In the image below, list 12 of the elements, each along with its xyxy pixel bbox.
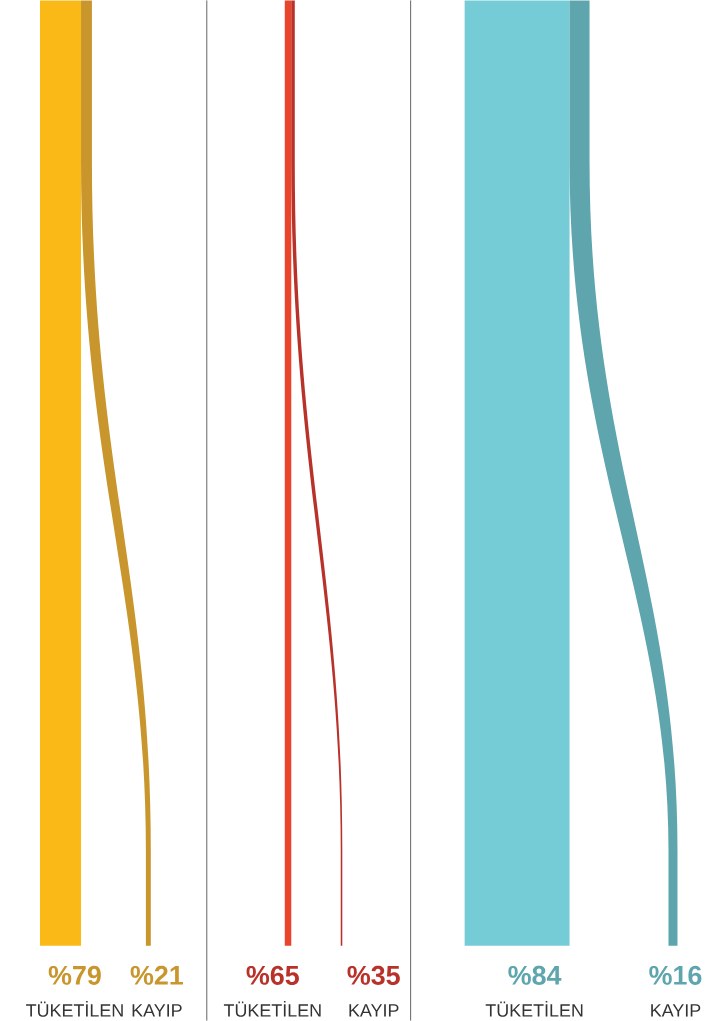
category-label: TÜKETİLEN [223,1001,321,1017]
data-label: %79 [48,965,101,985]
category-label: TÜKETİLEN [485,1001,583,1017]
data-label: %84 [508,965,562,985]
data-label: %35 [347,965,400,985]
category-label: KAYIP [651,1004,701,1017]
data-label: %16 [649,965,702,985]
category-label: TÜKETİLEN [25,1001,123,1017]
data-label: %65 [246,965,299,985]
data-label: %21 [130,965,183,985]
category-label: KAYIP [132,1004,182,1017]
category-label: KAYIP [349,1004,399,1017]
